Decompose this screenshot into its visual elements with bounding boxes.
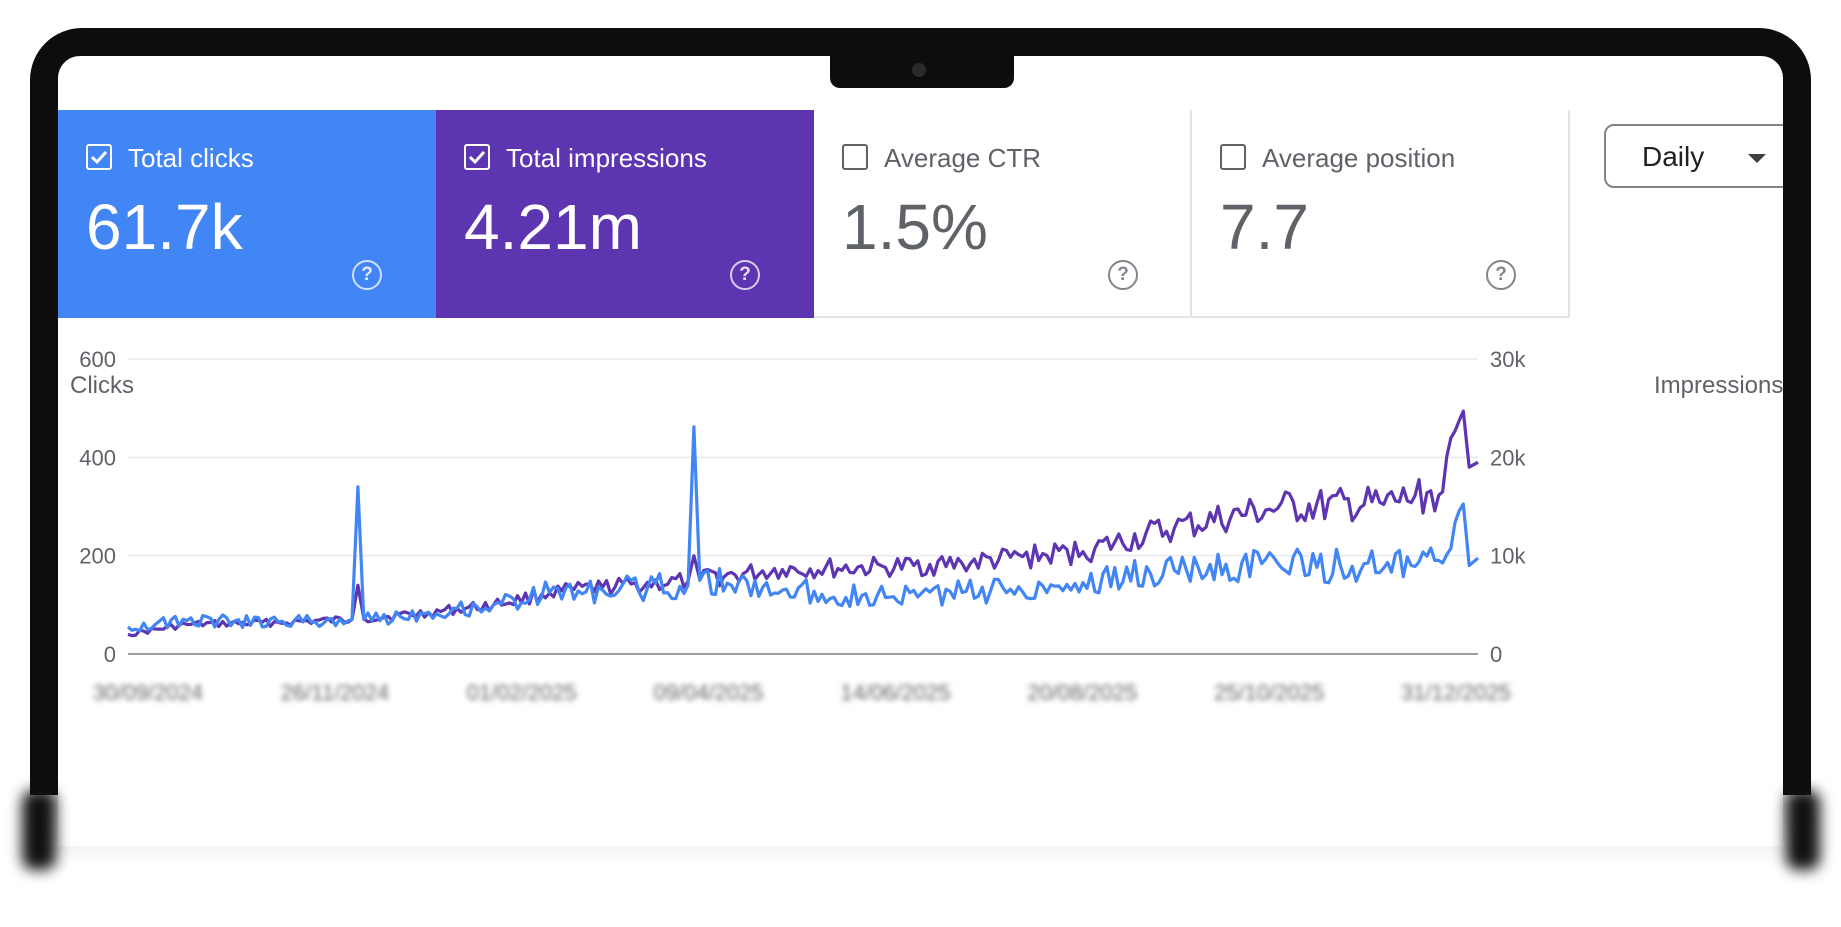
help-icon[interactable]: ? [1108,260,1138,290]
x-tick-label: 30/09/2024 [93,680,203,705]
x-tick-label: 20/08/2025 [1027,680,1137,705]
metric-label: Average position [1262,143,1456,173]
metric-label: Average CTR [884,143,1042,173]
metric-label: Total impressions [506,143,707,173]
metric-card-total-clicks[interactable]: Total clicks 61.7k ? [58,110,436,318]
metric-value: 4.21m [464,191,642,263]
y-tick-label-right: 0 [1490,642,1502,667]
help-icon[interactable]: ? [352,260,382,290]
metric-value: 1.5% [842,191,988,263]
y-axis-title-right: Impressions [1654,372,1783,399]
dropdown-arrow-icon [1748,154,1766,163]
checkbox-checked-icon[interactable] [86,144,112,170]
metric-value: 61.7k [86,191,243,263]
y-axis-title-left: Clicks [70,372,134,399]
metric-card-average-ctr[interactable]: Average CTR 1.5% ? [814,110,1192,318]
metric-label: Total clicks [128,143,254,173]
x-tick-label: 14/06/2025 [840,680,950,705]
x-tick-label: 25/10/2025 [1214,680,1324,705]
checkbox-unchecked-icon[interactable] [842,144,868,170]
y-tick-label-left: 200 [79,544,116,569]
x-tick-label: 31/12/2025 [1401,680,1511,705]
bottom-fade [0,795,1841,927]
y-tick-label-left: 0 [104,642,116,667]
series-line-clicks [126,425,1480,633]
metric-card-total-impressions[interactable]: Total impressions 4.21m ? [436,110,814,318]
metric-card-average-position[interactable]: Average position 7.7 ? [1192,110,1570,318]
screen: Total clicks 61.7k ? Total impressions 4… [58,56,1783,846]
checkbox-unchecked-icon[interactable] [1220,144,1246,170]
help-icon[interactable]: ? [730,260,760,290]
y-tick-label-right: 10k [1490,544,1526,569]
metric-value: 7.7 [1220,191,1309,263]
performance-chart: 600 30k 400 20k 200 10k 0 0 30/09/2024 26/11/2024… [79,347,1526,705]
help-icon[interactable]: ? [1486,260,1516,290]
laptop-foot-right [1786,790,1820,870]
granularity-selected: Daily [1642,141,1705,172]
x-tick-label: 01/02/2025 [467,680,577,705]
x-tick-label: 09/04/2025 [654,680,764,705]
y-tick-label-right: 30k [1490,347,1526,372]
webcam-icon [912,63,926,77]
x-tick-label: 26/11/2024 [281,680,389,705]
checkbox-checked-icon[interactable] [464,144,490,170]
y-tick-label-left: 400 [79,445,116,470]
y-tick-label-left: 600 [79,347,116,372]
series-line-impressions [127,409,1479,638]
granularity-dropdown[interactable]: Daily [1604,124,1783,188]
y-tick-label-right: 20k [1490,445,1526,470]
laptop-foot-left [22,790,56,870]
